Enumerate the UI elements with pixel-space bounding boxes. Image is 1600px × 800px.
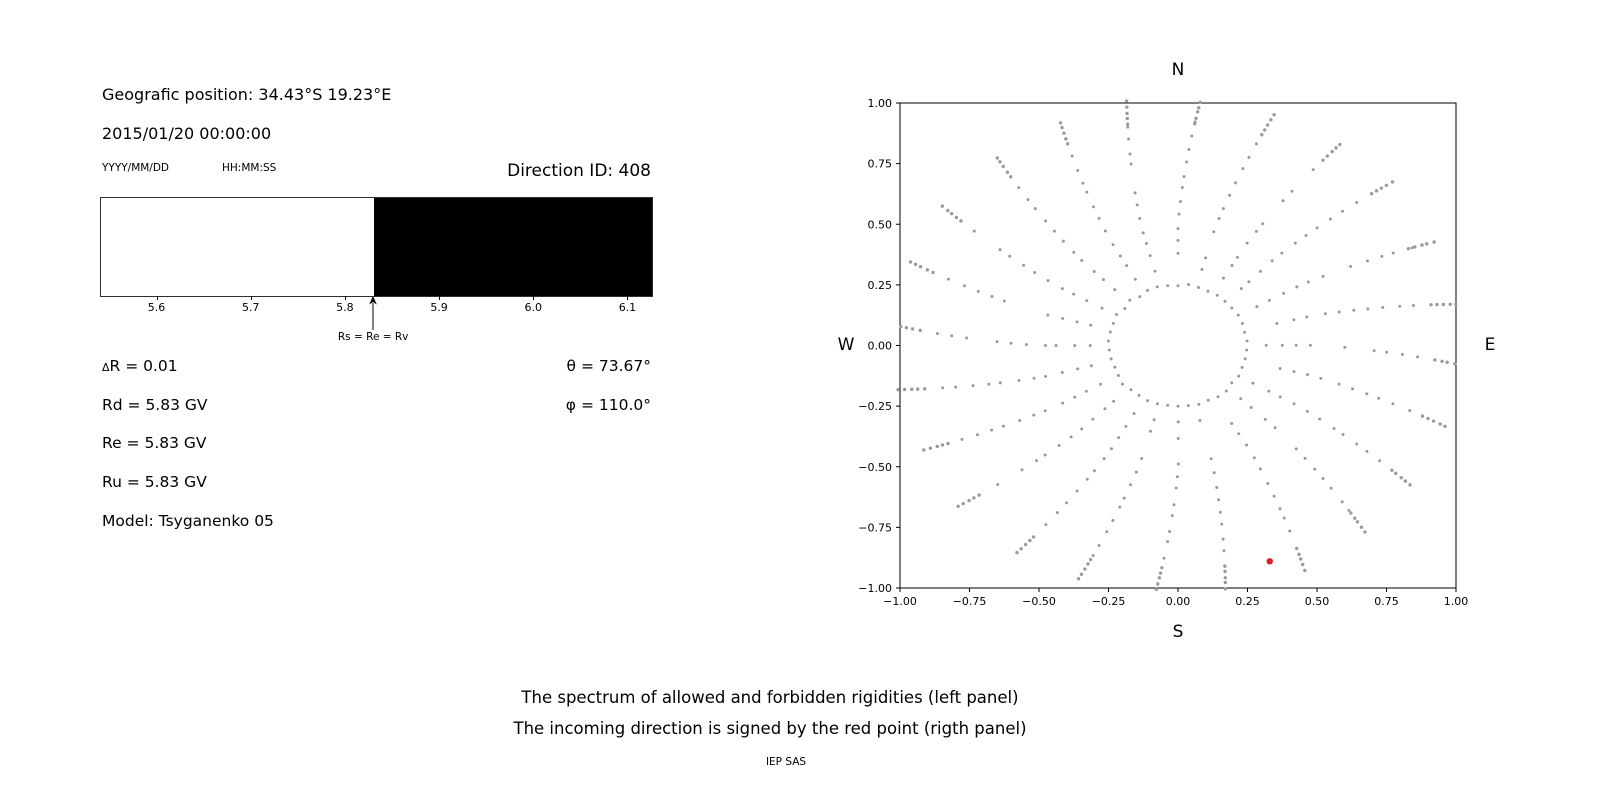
compass-label-north: N — [1171, 60, 1185, 80]
svg-text:−0.25: −0.25 — [858, 400, 892, 413]
param-re: Re = 5.83 GV — [102, 434, 207, 452]
param-delta-r: ΔR = 0.01 — [102, 357, 178, 375]
direction-plot-svg: −1.00−1.00 −0.75 −0.75 −0.50 −0.50 −0.25 −0.25… — [858, 97, 1469, 608]
bar-tick-label: 6.0 — [524, 301, 543, 314]
forbidden-region — [374, 198, 652, 296]
svg-text:0.25: 0.25 — [868, 279, 893, 292]
bar-tick-label: 5.9 — [430, 301, 448, 314]
compass-label-south: S — [1172, 622, 1184, 642]
bar-axis: 5.6 5.7 5.8 5.9 6.0 6.1 — [100, 197, 651, 327]
bar-tick-label: 5.6 — [147, 301, 166, 314]
svg-text:0.00: 0.00 — [868, 340, 893, 353]
bar-tick-mark — [627, 296, 629, 300]
bar-tick-mark — [344, 296, 346, 300]
bar-tick-mark — [250, 296, 252, 300]
svg-text:0.00: 0.00 — [1166, 595, 1191, 608]
bar-tick-mark — [156, 296, 158, 300]
bar-tick-label: 6.1 — [618, 301, 637, 314]
svg-text:−1.00: −1.00 — [883, 595, 917, 608]
param-ru: Ru = 5.83 GV — [102, 473, 207, 491]
compass-label-west: W — [837, 335, 855, 355]
svg-text:−0.25: −0.25 — [1092, 595, 1126, 608]
bar-tick-mark — [439, 296, 441, 300]
caption-line-2: The incoming direction is signed by the … — [513, 719, 1027, 738]
credit-label: IEP SAS — [765, 756, 807, 768]
bar-tick-label: 5.8 — [336, 301, 354, 314]
svg-text:0.75: 0.75 — [1374, 595, 1399, 608]
param-phi: φ = 110.0° — [565, 396, 651, 414]
compass-label-east: E — [1484, 335, 1496, 355]
geo-position-text: Geografic position: 34.43°S 19.23°E — [102, 85, 392, 104]
svg-text:0.50: 0.50 — [868, 218, 893, 231]
svg-text:−0.75: −0.75 — [953, 595, 987, 608]
caption-line-1: The spectrum of allowed and forbidden ri… — [521, 688, 1019, 707]
svg-text:−1.00: −1.00 — [858, 582, 892, 595]
svg-text:1.00: 1.00 — [1444, 595, 1469, 608]
svg-text:0.50: 0.50 — [1305, 595, 1330, 608]
allowed-region — [101, 198, 375, 296]
rigidity-bar — [100, 197, 653, 297]
param-theta: θ = 73.67° — [566, 357, 651, 375]
cutoff-marker-label: Rs = Re = Rv — [337, 331, 409, 343]
param-rd: Rd = 5.83 GV — [102, 396, 208, 414]
svg-text:−0.50: −0.50 — [1022, 595, 1056, 608]
cutoff-arrow-icon — [369, 296, 377, 330]
bar-tick-label: 5.7 — [241, 301, 260, 314]
time-format-label: HH:MM:SS — [222, 162, 277, 174]
model-label: Model: Tsyganenko 05 — [102, 512, 274, 530]
svg-text:0.25: 0.25 — [1235, 595, 1260, 608]
rigidity-spectrum-panel: 5.6 5.7 5.8 5.9 6.0 6.1 Rs = Re = Rv — [100, 197, 653, 357]
direction-id-text: Direction ID: 408 — [507, 161, 651, 181]
date-format-label: YYYY/MM/DD — [102, 162, 170, 174]
datetime-text: 2015/01/20 00:00:00 — [102, 124, 272, 143]
svg-text:−0.50: −0.50 — [858, 461, 892, 474]
svg-text:1.00: 1.00 — [868, 97, 893, 110]
svg-text:0.75: 0.75 — [868, 158, 893, 171]
svg-text:−0.75: −0.75 — [858, 521, 892, 534]
bar-tick-mark — [533, 296, 535, 300]
